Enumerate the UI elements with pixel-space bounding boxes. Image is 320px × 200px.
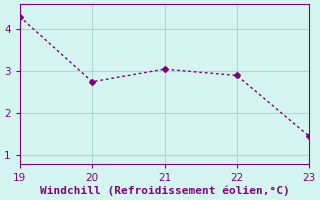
X-axis label: Windchill (Refroidissement éolien,°C): Windchill (Refroidissement éolien,°C) [40,185,289,196]
